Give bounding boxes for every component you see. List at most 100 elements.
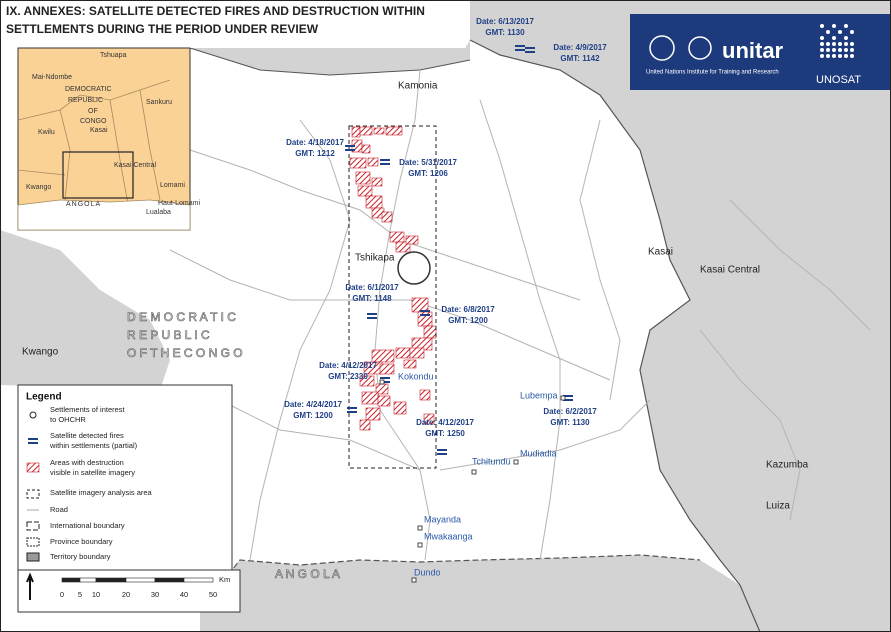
destruction-area [395, 347, 411, 359]
unosat-dot [844, 24, 848, 28]
province-boundary [469, 39, 761, 632]
fire-date: Date: 4/12/2017 [319, 361, 377, 370]
analysis-area [348, 125, 437, 469]
fire-time: GMT: 2330 [328, 372, 368, 381]
destruction-area [389, 231, 405, 243]
legend-label: within settlements (partial) [49, 441, 138, 450]
country-label: D E M O C R A T I C [127, 310, 236, 324]
destruction-area [403, 359, 417, 369]
settlement [417, 542, 423, 548]
destruction-area [385, 126, 403, 136]
settlements [379, 379, 566, 583]
place-label: Mayanda [424, 514, 461, 524]
inset-label: Kasai Central [114, 162, 156, 169]
fire-marker [515, 45, 525, 47]
unosat-dot [820, 48, 824, 52]
place-label: Tshikapa [355, 253, 395, 264]
unosat-dot [850, 54, 854, 58]
inset-label: Lomami [160, 182, 185, 189]
legend-label: Satellite detected fires [50, 431, 124, 440]
destruction-area [367, 157, 379, 167]
unosat-dot [850, 48, 854, 52]
legend-symbol [28, 438, 38, 440]
destruction-area [361, 144, 371, 154]
gray-region-east [470, 0, 891, 632]
destruction-area [359, 126, 373, 136]
unosat-dot [820, 24, 824, 28]
fire-time: GMT: 1250 [425, 429, 465, 438]
destruction-area [379, 363, 395, 375]
destruction-area [423, 325, 437, 339]
scale-segment [125, 577, 156, 583]
legend-title: Legend [26, 392, 62, 403]
fire-marker [380, 159, 390, 161]
unitar-logo: unitar [722, 38, 784, 63]
legend-symbol [26, 489, 40, 499]
unosat-dot [832, 48, 836, 52]
inset-label: OF [88, 108, 98, 115]
fire-marker [420, 310, 430, 312]
unosat-dot [844, 42, 848, 46]
gray-region-kwango [0, 230, 170, 390]
road [439, 399, 651, 471]
destruction-area [423, 413, 435, 425]
unosat-dot [832, 36, 836, 40]
tshikapa-circle [397, 251, 431, 285]
inset-label: Haut-Lomami [158, 200, 200, 207]
place-label: Kamonia [398, 81, 438, 92]
inset-label: Kasai [90, 127, 108, 134]
unosat-dot [826, 42, 830, 46]
road [374, 69, 431, 561]
inset-extent [62, 151, 134, 199]
title-box [0, 0, 466, 48]
fire-marker [525, 51, 535, 53]
place-label: Kokondu [398, 371, 434, 381]
unosat-dot [820, 42, 824, 46]
legend-label: Satellite imagery analysis area [50, 488, 153, 497]
destruction-area [371, 349, 395, 363]
place-label: Kazumba [766, 460, 809, 471]
fire-markers [345, 45, 573, 455]
unosat-dot [826, 48, 830, 52]
inset-boundaries [17, 79, 171, 216]
unosat-dot [850, 30, 854, 34]
fire-date: Date: 6/8/2017 [441, 305, 495, 314]
scale-unit: Km [219, 575, 230, 584]
country-label: A N G O L A [275, 567, 340, 581]
scale-label: 0 [60, 590, 64, 599]
fire-date: Date: 4/12/2017 [416, 418, 474, 427]
fire-time: GMT: 1130 [485, 28, 525, 37]
destruction-area [395, 241, 411, 253]
place-label: Luiza [766, 501, 790, 512]
legend-box [17, 384, 233, 571]
unosat-dot [838, 42, 842, 46]
inset-label: Mai-Ndombe [32, 74, 72, 81]
destruction-area [405, 235, 419, 245]
destruction-area [361, 391, 379, 405]
destruction-area [409, 347, 425, 359]
unosat-dot [850, 42, 854, 46]
unosat-dot [826, 30, 830, 34]
destruction-area [377, 395, 391, 407]
unosat-dot [820, 54, 824, 58]
fire-time: GMT: 1130 [550, 418, 590, 427]
fire-marker [515, 49, 525, 51]
settlement [379, 379, 385, 385]
fire-marker [345, 149, 355, 151]
destruction-area [393, 401, 407, 415]
place-label: Mudiadia [520, 448, 557, 458]
international-boundary [199, 554, 701, 611]
settlement [471, 469, 477, 475]
fire-marker [525, 47, 535, 49]
fire-time: GMT: 1200 [448, 316, 488, 325]
inset-angola [17, 199, 191, 231]
scale-box [17, 569, 241, 613]
inset-label: DEMOCRATIC [65, 86, 112, 93]
inset-label: Lualaba [146, 209, 171, 216]
scale-label: 10 [92, 590, 100, 599]
fire-marker [563, 395, 573, 397]
destruction-area [359, 375, 375, 387]
legend-label: International boundary [50, 521, 125, 530]
